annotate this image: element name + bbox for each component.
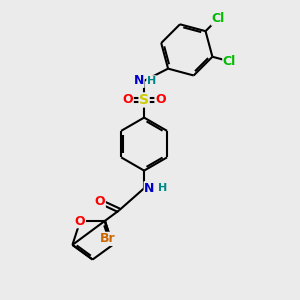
Text: H: H [147, 76, 156, 86]
Text: H: H [158, 183, 167, 193]
Text: O: O [123, 93, 133, 106]
Text: O: O [94, 195, 105, 208]
Text: S: S [139, 93, 149, 107]
Text: Cl: Cl [223, 55, 236, 68]
Text: N: N [134, 74, 144, 87]
Text: O: O [155, 93, 166, 106]
Text: Br: Br [100, 232, 116, 245]
Text: Cl: Cl [212, 12, 225, 25]
Text: O: O [75, 215, 86, 228]
Text: N: N [144, 182, 154, 195]
